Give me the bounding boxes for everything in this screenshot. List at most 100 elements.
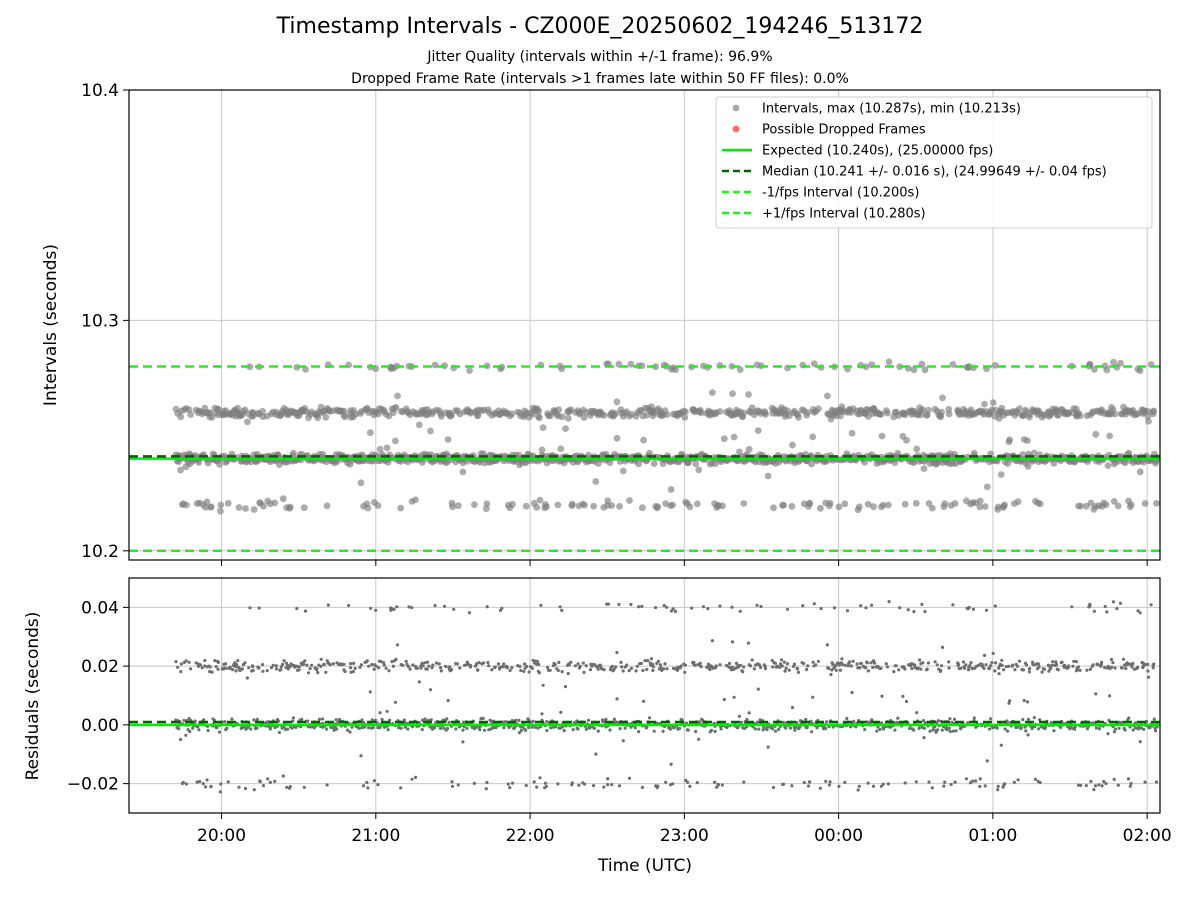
interval-point: [780, 501, 787, 509]
legend: Intervals, max (10.287s), min (10.213s) P…: [715, 96, 1153, 229]
residual-point: [1007, 664, 1011, 668]
residual-point: [741, 670, 745, 674]
residual-point: [982, 666, 986, 671]
residual-point: [755, 603, 759, 607]
residual-point: [850, 690, 854, 695]
residual-point: [1092, 609, 1096, 613]
residual-point: [606, 602, 611, 606]
interval-point: [271, 499, 279, 507]
residual-point: [947, 660, 951, 664]
residual-point: [915, 711, 919, 715]
residual-point: [884, 662, 888, 666]
residual-point: [569, 660, 573, 664]
residual-point: [224, 666, 228, 670]
residual-point: [481, 716, 485, 721]
interval-point: [392, 403, 400, 411]
residual-point: [1015, 664, 1020, 668]
interval-point: [815, 405, 822, 413]
residual-point: [268, 727, 272, 731]
residual-point: [286, 727, 290, 731]
residual-point: [634, 669, 638, 673]
residual-point: [265, 669, 269, 673]
residual-point: [306, 671, 311, 675]
residual-point: [411, 663, 415, 667]
residual-point: [1097, 783, 1101, 787]
residual-point: [661, 729, 665, 733]
residual-point: [1100, 784, 1104, 788]
residual-point: [446, 698, 450, 703]
residual-point: [1091, 663, 1095, 667]
residual-point: [865, 661, 869, 665]
residual-point: [214, 665, 218, 669]
residual-point: [203, 658, 207, 663]
residual-point: [281, 662, 285, 667]
residual-point: [845, 609, 850, 613]
residual-point: [477, 661, 481, 665]
residual-point: [940, 645, 945, 650]
residual-point: [431, 663, 435, 667]
interval-point: [939, 394, 946, 402]
interval-point: [654, 503, 662, 510]
residual-point: [859, 604, 863, 608]
residual-point: [1104, 781, 1108, 786]
interval-point: [392, 437, 399, 445]
residual-point: [545, 720, 549, 724]
residual-point: [352, 661, 356, 666]
interval-point: [1136, 367, 1144, 375]
bottom-xlabel: Time (UTC): [597, 856, 692, 876]
interval-point: [216, 460, 223, 468]
residual-point: [369, 606, 373, 610]
residual-point: [780, 664, 784, 668]
residual-point: [1060, 660, 1064, 664]
interval-point: [639, 504, 646, 512]
residual-point: [993, 669, 997, 673]
xtick-label: 21:00: [351, 826, 400, 846]
residual-point: [871, 784, 876, 788]
residual-point: [757, 727, 761, 731]
residual-point: [556, 782, 560, 786]
interval-point: [841, 500, 849, 508]
residual-point: [925, 667, 929, 671]
residual-point: [496, 662, 501, 666]
residual-point: [445, 727, 450, 731]
residual-point: [281, 774, 285, 778]
residual-point: [619, 660, 623, 665]
residual-point: [371, 726, 375, 730]
residual-point: [454, 727, 458, 731]
residual-point: [1126, 777, 1131, 781]
interval-point: [646, 449, 653, 457]
residual-point: [1008, 699, 1012, 703]
residual-point: [213, 659, 217, 663]
residual-point: [326, 603, 330, 607]
interval-point: [383, 444, 391, 452]
residual-point: [1011, 663, 1015, 667]
xtick-label: 01:00: [968, 826, 1017, 846]
residual-point: [1131, 661, 1135, 666]
residual-point: [625, 663, 629, 667]
interval-point: [1036, 500, 1044, 508]
interval-point: [250, 506, 258, 513]
interval-point: [740, 409, 747, 417]
residual-point: [208, 665, 212, 669]
residual-point: [718, 663, 722, 667]
residual-point: [321, 717, 325, 721]
residual-point: [584, 664, 588, 668]
interval-point: [183, 501, 190, 509]
residual-point: [683, 663, 688, 667]
bottom-ylabel: Residuals (seconds): [23, 612, 43, 781]
residual-point: [985, 759, 989, 763]
interval-point: [989, 399, 997, 406]
residual-point: [553, 663, 557, 667]
residual-point: [541, 683, 545, 687]
residual-point: [393, 700, 397, 704]
residual-point: [996, 788, 1000, 792]
residual-point: [828, 780, 832, 784]
residual-point: [386, 728, 390, 732]
interval-point: [604, 497, 612, 505]
interval-point: [300, 504, 308, 512]
residual-point: [582, 670, 586, 675]
interval-point: [949, 361, 957, 368]
residual-point: [701, 605, 706, 609]
residual-point: [642, 699, 646, 703]
residual-point: [987, 727, 992, 731]
